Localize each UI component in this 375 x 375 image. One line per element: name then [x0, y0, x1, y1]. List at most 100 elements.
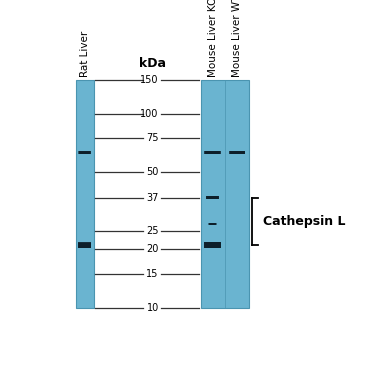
Bar [207, 152, 218, 154]
Bar [80, 243, 90, 248]
Bar [229, 152, 245, 154]
Bar [83, 152, 86, 153]
Bar [211, 244, 213, 246]
Bar [208, 196, 217, 199]
Bar [81, 243, 89, 248]
Bar [209, 196, 216, 199]
Text: Mouse Liver KO: Mouse Liver KO [207, 0, 218, 77]
Text: 20: 20 [146, 244, 159, 254]
Bar [210, 244, 215, 247]
Bar [211, 224, 214, 225]
Bar [210, 196, 215, 198]
Bar [206, 152, 219, 154]
Bar [230, 152, 244, 154]
Text: 75: 75 [146, 133, 159, 143]
Text: 100: 100 [140, 109, 159, 119]
Bar [201, 80, 249, 308]
Bar [211, 224, 213, 225]
Bar [209, 223, 216, 225]
Bar [82, 152, 87, 153]
Bar [231, 152, 244, 154]
Bar [82, 244, 87, 247]
Bar [204, 242, 221, 248]
Text: Mouse Liver WT: Mouse Liver WT [232, 0, 242, 77]
Bar [205, 152, 220, 154]
Bar [210, 152, 214, 153]
Bar [80, 243, 89, 248]
Bar [206, 196, 219, 199]
Bar [211, 152, 214, 153]
Text: 25: 25 [146, 226, 159, 236]
Bar [212, 244, 213, 246]
Bar [235, 152, 240, 153]
Bar [207, 196, 218, 199]
Bar [78, 152, 91, 154]
Bar [211, 197, 214, 198]
Bar [210, 244, 215, 247]
Bar [231, 152, 243, 154]
Bar [210, 224, 215, 225]
Bar [236, 152, 238, 153]
Bar [211, 224, 214, 225]
Bar [234, 152, 241, 154]
Bar [207, 243, 218, 248]
Bar [208, 196, 218, 199]
Bar [78, 243, 91, 248]
Bar [209, 196, 216, 199]
Bar [209, 243, 216, 247]
Bar [79, 243, 90, 248]
Bar [209, 152, 216, 154]
Bar [205, 242, 220, 248]
Bar [84, 152, 85, 153]
Bar [79, 152, 90, 154]
Bar [80, 152, 89, 154]
Bar [79, 152, 91, 154]
Bar [81, 243, 88, 247]
Bar [204, 242, 221, 249]
Bar [210, 197, 214, 198]
Bar [209, 196, 216, 199]
Bar [83, 152, 87, 153]
Bar [211, 197, 214, 198]
Bar [82, 244, 87, 247]
Bar [210, 152, 215, 153]
Bar [210, 224, 215, 225]
Bar [212, 224, 213, 225]
Bar [209, 152, 216, 153]
Bar [212, 197, 213, 198]
Bar [81, 152, 88, 154]
Bar [211, 197, 213, 198]
Bar [233, 152, 241, 154]
Bar [79, 152, 90, 154]
Bar [81, 243, 88, 247]
Bar [81, 152, 88, 154]
Bar [79, 243, 91, 248]
Bar [84, 152, 86, 153]
Bar [207, 196, 219, 199]
Bar [207, 243, 219, 248]
Bar [232, 152, 243, 154]
Text: 37: 37 [146, 192, 159, 202]
Bar [76, 80, 94, 308]
Bar [81, 152, 88, 154]
Bar [206, 152, 219, 154]
Bar [210, 152, 215, 153]
Bar [82, 243, 88, 247]
Bar [234, 152, 240, 153]
Bar [211, 244, 214, 247]
Bar [210, 196, 215, 198]
Bar [81, 152, 89, 154]
Text: kDa: kDa [140, 57, 166, 69]
Bar [208, 196, 217, 199]
Bar [208, 152, 218, 154]
Text: 15: 15 [146, 268, 159, 279]
Text: Cathepsin L: Cathepsin L [262, 215, 345, 228]
Bar [84, 244, 86, 246]
Bar [80, 243, 89, 248]
Bar [83, 152, 86, 153]
Bar [237, 152, 238, 153]
Bar [212, 152, 213, 153]
Text: 10: 10 [147, 303, 159, 313]
Text: Rat Liver: Rat Liver [80, 30, 90, 77]
Bar [210, 243, 216, 247]
